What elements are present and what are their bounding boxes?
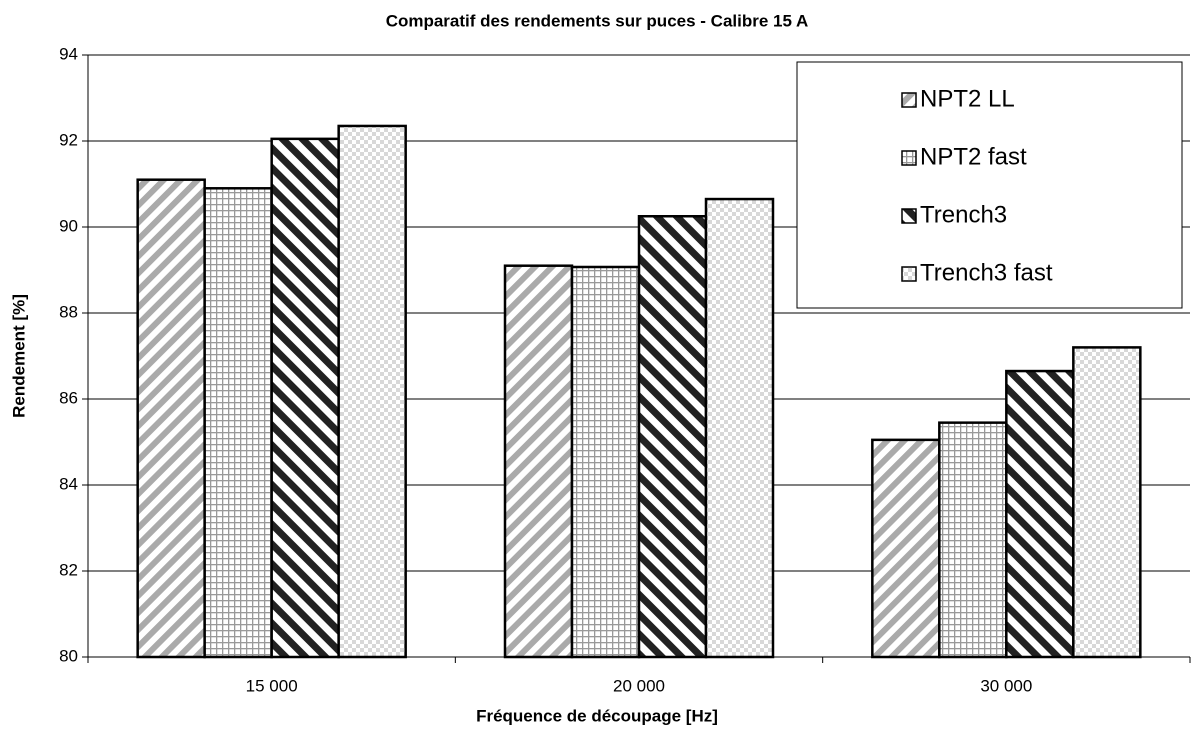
- legend-box: [796, 61, 1183, 309]
- bar: [938, 421, 1008, 659]
- bar: [637, 215, 708, 659]
- x-tick-label: 30 000: [980, 676, 1032, 695]
- legend-label: Trench3: [920, 201, 1007, 228]
- chart-title: Comparatif des rendements sur puces - Ca…: [386, 11, 809, 30]
- bar: [570, 265, 641, 659]
- y-tick-label: 94: [59, 44, 78, 63]
- legend-label: Trench3 fast: [920, 259, 1053, 286]
- bar: [203, 187, 273, 659]
- legend: NPT2 LL NPT2 fast Trench3 Trench3 fast: [796, 61, 1183, 309]
- bar: [1072, 346, 1142, 659]
- legend-swatch: [901, 208, 917, 224]
- y-tick-label: 90: [59, 216, 78, 235]
- legend-swatch: [901, 150, 917, 166]
- y-tick-label: 92: [59, 130, 78, 149]
- x-tick-label: 20 000: [613, 676, 665, 695]
- legend-label: NPT2 fast: [920, 143, 1027, 170]
- bar: [136, 178, 206, 659]
- bar: [337, 124, 407, 659]
- y-tick-label: 86: [59, 388, 78, 407]
- legend-swatch: [901, 266, 917, 282]
- bar: [503, 264, 574, 659]
- y-tick-label: 82: [59, 560, 78, 579]
- x-tick-label: 15 000: [246, 676, 298, 695]
- bar: [270, 137, 340, 659]
- bar: [704, 197, 775, 659]
- x-axis-label: Fréquence de découpage [Hz]: [476, 706, 718, 725]
- y-tick-label: 88: [59, 302, 78, 321]
- bar: [871, 438, 941, 659]
- y-axis-label: Rendement [%]: [9, 294, 28, 418]
- y-tick-label: 84: [59, 474, 78, 493]
- legend-label: NPT2 LL: [920, 85, 1015, 112]
- legend-swatch: [901, 92, 917, 108]
- y-tick-label: 80: [59, 646, 78, 665]
- bar: [1005, 369, 1075, 659]
